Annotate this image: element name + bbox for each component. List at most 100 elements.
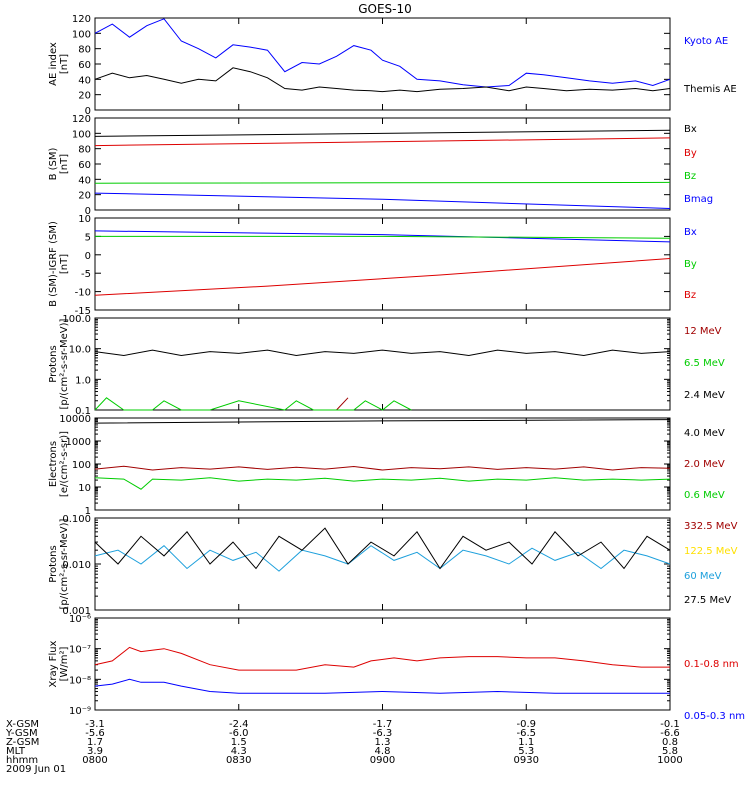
ephemeris-value: -3.1 [85,719,105,730]
y-tick-label: 10 [78,214,91,225]
y-tick-label: 80 [78,45,91,56]
y-tick-label: 120 [72,114,91,125]
y-tick-label: 120 [72,14,91,25]
x-axis-ephemeris-table: X-GSM -3.1 -2.4 -1.7 -0.9 -0.1 Y-GSM -5.6 -6.0 -6… [5,719,683,775]
y-tick-label: 40 [78,175,91,186]
series-line [94,137,671,147]
panel-frame [94,117,671,211]
ephemeris-value: -1.7 [373,719,393,730]
legend-entry: 27.5 MeV [684,595,731,606]
y-tick-label: 10⁻⁸ [69,675,91,686]
ephemeris-value: -5.6 [85,728,105,739]
ephemeris-value: -6.0 [229,728,249,739]
series-line [94,646,670,671]
panel-frame [94,317,671,411]
series-line [94,419,671,424]
y-tick-label: 0.001 [62,606,91,617]
series-line [94,527,671,570]
y-tick-label: -10 [75,288,91,299]
y-tick-label: 60 [78,160,91,171]
legend-entry: Themis AE [683,84,737,95]
legend-entry: By [684,259,697,270]
y-tick-label: 10000 [59,414,91,425]
ephemeris-value: -0.1 [660,719,680,730]
ephemeris-row-label: Z-GSM [6,737,39,748]
legend-entry: By [684,148,697,159]
y-axis-label: Electrons [48,441,59,487]
legend-entry: 122.5 MeV [684,546,738,557]
legend-entry: 0.05-0.3 nm [684,711,745,722]
y-axis-label: [nT] [59,54,70,74]
y-tick-label: 1000 [66,437,91,448]
figure-title: GOES-10 [358,2,412,16]
ephemeris-row-label: X-GSM [6,719,39,730]
ephemeris-value: 1.7 [87,737,103,748]
y-axis-label: B (SM)-IGRF (SM) [48,221,59,307]
series-line [94,349,671,357]
y-tick-label: 10 [78,483,91,494]
panel-frame [94,517,671,611]
series-line [94,397,412,411]
panel-3: -15 -10 -5 0 5 10 B (SM)-IGRF (SM) [nT] Bx By Bz [48,214,697,317]
legend-entry: Bmag [684,194,713,205]
legend-entry: 2.0 MeV [684,459,725,470]
panel-6: 0.001 0.010 0.100 Protons [p/(cm²-s-sr-MeV)]… [48,514,738,617]
y-tick-label: 0.1 [75,406,91,417]
series-line [94,192,671,209]
ephemeris-value: -6.3 [373,728,393,739]
y-tick-label: -15 [75,306,91,317]
ephemeris-value: 0900 [370,755,395,766]
y-tick-label: 1 [85,506,91,517]
ephemeris-value: -2.4 [229,719,249,730]
ephemeris-value: 5.3 [518,746,534,757]
y-axis-label: [nT] [59,254,70,274]
legend-entry: 12 MeV [684,326,722,337]
series-line [94,18,671,88]
legend-entry: 0.6 MeV [684,490,725,501]
legend-entry: Bz [684,290,696,301]
ephemeris-value: 4.3 [231,746,247,757]
legend-entry: 0.1-0.8 nm [684,659,739,670]
panel-5: 1 10 100 1000 10000 Electrons [e/(cm²-s-sr)] 4.… [48,414,725,517]
y-tick-label: -5 [81,269,91,280]
y-tick-label: 0 [85,106,91,117]
y-tick-label: 100 [72,129,91,140]
y-tick-label: 80 [78,145,91,156]
legend-entry: Bx [684,124,697,135]
y-axis-label: Xray Flux [48,640,59,687]
date-label: 2009 Jun 01 [6,764,66,775]
panel-frame [94,417,671,511]
legend-entry: Bx [684,227,697,238]
ephemeris-value: 0.8 [662,737,678,748]
y-tick-label: 40 [78,75,91,86]
y-tick-label: 10⁻⁷ [69,645,91,656]
ephemeris-value: 1.1 [518,737,534,748]
series-line [94,545,671,572]
y-tick-label: 20 [78,191,91,202]
series-line [94,258,671,296]
y-tick-label: 10.0 [69,345,91,356]
y-tick-label: 100.0 [62,314,91,325]
y-tick-label: 100 [72,29,91,40]
series-line [94,678,670,694]
y-axis-label: B (SM) [48,147,59,180]
series-line [94,477,671,490]
y-tick-label: 10⁻⁶ [69,614,91,625]
y-tick-label: 10⁻⁹ [69,706,91,717]
ephemeris-value: 3.9 [87,746,103,757]
legend-entry: 60 MeV [684,571,722,582]
y-tick-label: 0.100 [62,514,91,525]
series-line [94,465,671,471]
y-tick-label: 0 [85,251,91,262]
panel-2: 0 20 40 60 80 100 120 B (SM) [nT] Bx By Bz Bmag [48,114,713,217]
ephemeris-row-label: hhmm [6,755,38,766]
series-line [94,67,671,93]
panel-4: 0.1 1.0 10.0 100.0 Protons [p/(cm²-s-sr-MeV)]… [48,314,725,417]
ephemeris-value: 0830 [226,755,251,766]
legend-entry: 6.5 MeV [684,358,725,369]
y-axis-label: Protons [48,345,59,382]
ephemeris-value: 1000 [657,755,682,766]
legend-entry: Bz [684,171,696,182]
series-line [336,397,349,411]
